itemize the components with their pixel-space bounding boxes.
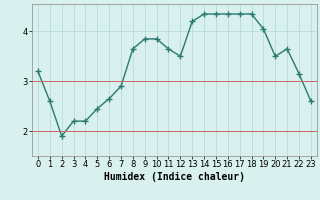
X-axis label: Humidex (Indice chaleur): Humidex (Indice chaleur) [104, 172, 245, 182]
